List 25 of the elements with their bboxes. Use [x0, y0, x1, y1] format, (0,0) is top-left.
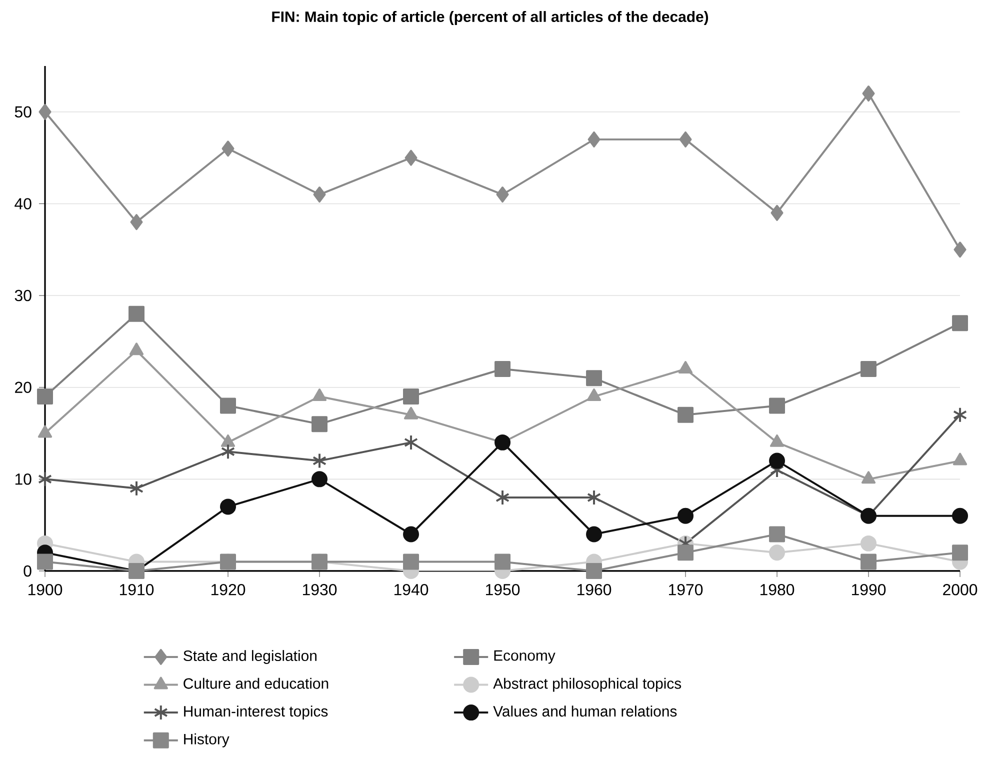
x-tick-label: 1930	[303, 584, 337, 596]
legend-label: State and legislation	[184, 650, 316, 664]
legend-label: Culture and education	[184, 678, 328, 689]
legend-label: Abstract philosophical topics	[493, 678, 682, 692]
y-tick-label: 0	[24, 565, 32, 577]
x-tick-label: 1980	[760, 584, 794, 596]
x-tick-label: 1940	[394, 584, 428, 596]
y-tick-label: 40	[14, 198, 32, 210]
x-tick-label: 1970	[669, 584, 703, 596]
legend-label: Values and human relations	[493, 706, 677, 717]
x-tick-label: 2000	[943, 584, 978, 596]
x-tick-label: 1920	[212, 584, 246, 596]
x-tick-label: 1910	[120, 584, 154, 596]
y-tick-label: 50	[14, 106, 32, 118]
x-tick-label: 1990	[852, 584, 886, 596]
y-tick-label: 20	[15, 382, 32, 393]
y-tick-label: 30	[14, 290, 32, 302]
chart-title: FIN: Main topic of article (percent of all articles of the decade)	[272, 11, 708, 25]
legend-label: Economy	[494, 650, 556, 664]
y-tick-label: 10	[15, 474, 32, 485]
x-tick-label: 1950	[486, 584, 520, 596]
x-tick-label: 1960	[578, 584, 612, 596]
x-tick-label: 1900	[28, 584, 62, 596]
legend-label: History	[184, 733, 230, 748]
legend-label: Human-interest topics	[184, 706, 328, 720]
